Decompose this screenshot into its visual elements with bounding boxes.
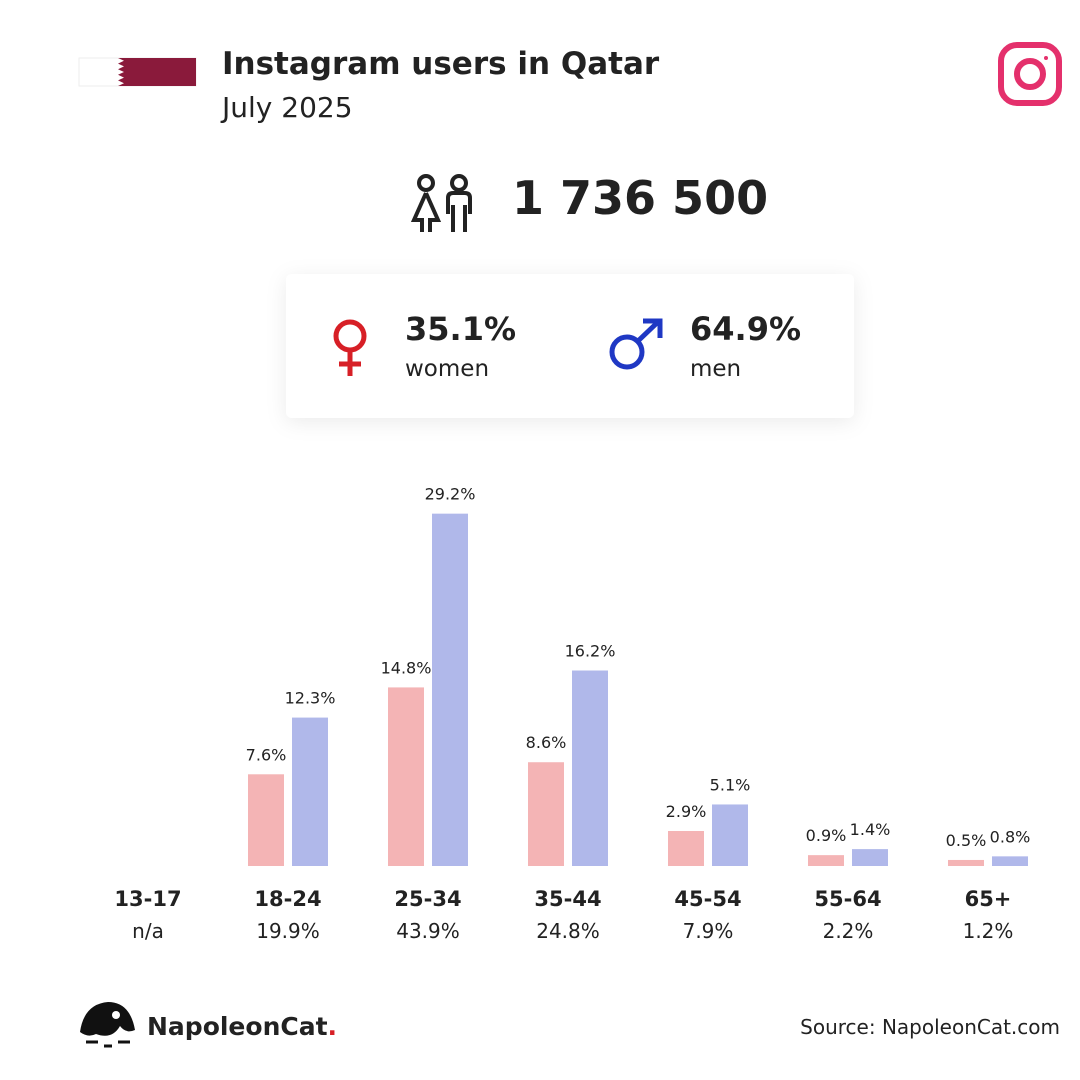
category-label: 35-44 (534, 887, 601, 911)
category-total: n/a (132, 919, 164, 943)
brand-logo (80, 1002, 135, 1048)
category-total: 19.9% (256, 919, 320, 943)
brand-dot: . (328, 1012, 338, 1041)
value-label: 12.3% (285, 689, 336, 708)
value-label: 29.2% (425, 485, 476, 504)
value-label: 1.4% (850, 820, 891, 839)
bar (248, 774, 284, 866)
category-label: 55-64 (814, 887, 881, 911)
chart: 13-17 n/a 18-24 19.9% 7.6% 12.3% 25-34 43.9% 14.… (114, 485, 1030, 943)
bar (668, 831, 704, 866)
value-label: 0.8% (990, 827, 1031, 846)
source: Source: NapoleonCat.com (800, 1015, 1060, 1039)
value-label: 0.5% (946, 831, 987, 850)
category-total: 1.2% (963, 919, 1014, 943)
subtitle: July 2025 (220, 91, 353, 124)
bar (388, 687, 424, 866)
bar (712, 804, 748, 866)
men-share: 64.9% (690, 310, 801, 348)
category-total: 2.2% (823, 919, 874, 943)
category-label: 13-17 (114, 887, 181, 911)
category-total: 24.8% (536, 919, 600, 943)
category-label: 45-54 (674, 887, 741, 911)
value-label: 16.2% (565, 642, 616, 661)
bar (852, 849, 888, 866)
bar (992, 856, 1028, 866)
women-share: 35.1% (405, 310, 516, 348)
value-label: 7.6% (246, 745, 287, 764)
category-label: 18-24 (254, 887, 321, 911)
female-icon (333, 319, 367, 376)
category-total: 7.9% (683, 919, 734, 943)
bar (572, 670, 608, 866)
value-label: 2.9% (666, 802, 707, 821)
instagram-icon (998, 42, 1062, 106)
women-label: women (405, 356, 489, 382)
bar (808, 855, 844, 866)
flag (78, 57, 197, 87)
brand-text: NapoleonCat (147, 1012, 328, 1041)
bar (292, 717, 328, 866)
value-label: 8.6% (526, 733, 567, 752)
category-label: 65+ (965, 887, 1012, 911)
title: Instagram users in Qatar (222, 46, 660, 82)
value-label: 0.9% (806, 826, 847, 845)
people-icon (410, 174, 472, 232)
category-label: 25-34 (394, 887, 461, 911)
value-label: 14.8% (381, 658, 432, 677)
total-users: 1 736 500 (512, 171, 768, 225)
male-icon (609, 318, 663, 370)
bar (948, 859, 984, 866)
brand-name: NapoleonCat. (147, 1012, 337, 1041)
bar (432, 513, 468, 866)
bar (528, 762, 564, 866)
men-label: men (690, 356, 741, 382)
category-total: 43.9% (396, 919, 460, 943)
gender-card (286, 274, 854, 418)
value-label: 5.1% (710, 775, 751, 794)
